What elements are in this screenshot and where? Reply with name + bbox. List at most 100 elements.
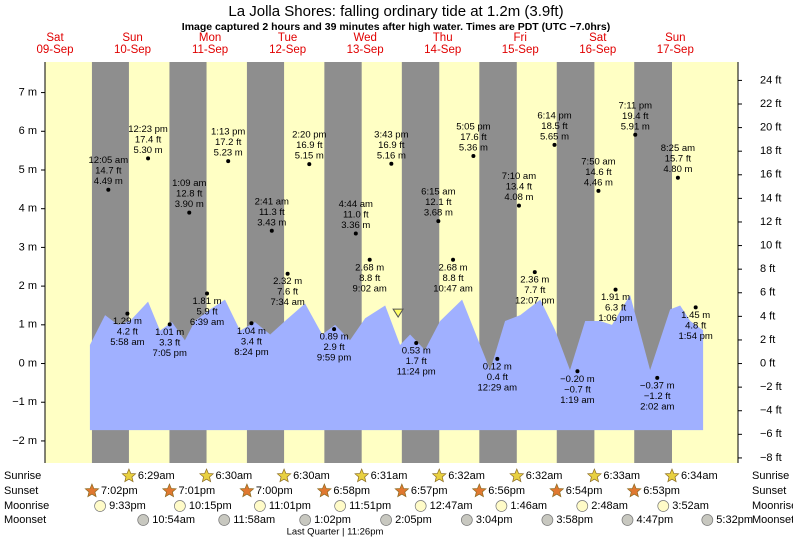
tide-event <box>226 159 231 164</box>
event-m: 5.91 m <box>621 121 650 132</box>
event-m: −0.20 m <box>560 374 595 385</box>
sunset-time: 6:57pm <box>411 485 448 497</box>
sunset-time: 7:00pm <box>256 485 293 497</box>
event-ft: 16.9 ft <box>378 140 405 151</box>
day-date: 14‑Sep <box>424 44 461 56</box>
day-name: Sat <box>46 32 64 44</box>
event-time: 7:10 am <box>502 171 536 182</box>
day-name: Sun <box>665 32 685 44</box>
sunrise-time: 6:30am <box>216 470 253 482</box>
tide-event <box>633 132 638 137</box>
y-tick-label: 6 m <box>19 125 37 137</box>
y-tick-label: 3 m <box>19 241 37 253</box>
y2-tick-label: 20 ft <box>760 122 781 134</box>
event-ft: 14.7 ft <box>95 166 122 177</box>
event-time: 6:14 pm <box>537 110 571 121</box>
event-ft: 17.4 ft <box>135 134 162 145</box>
y2-tick-label: 24 ft <box>760 74 781 86</box>
day-name: Wed <box>353 32 376 44</box>
tide-event <box>596 188 601 193</box>
sunrise-icon <box>276 468 292 483</box>
event-ft: 1.7 ft <box>406 356 427 367</box>
tide-event <box>552 142 557 147</box>
sunrise-time: 6:29am <box>138 470 175 482</box>
event-m: 2.36 m <box>520 275 549 286</box>
row-label: Moonrise <box>4 500 49 512</box>
day-name: Sat <box>589 32 607 44</box>
event-m: 4.08 m <box>504 192 533 203</box>
moonrise-icon <box>334 500 346 512</box>
y-tick-label: 0 m <box>19 357 37 369</box>
event-m: 1.29 m <box>113 316 142 327</box>
event-time: 5:05 pm <box>456 122 490 133</box>
sunset-icon <box>626 483 642 498</box>
event-time: 4:44 am <box>339 199 373 210</box>
sunrise-icon <box>509 468 525 483</box>
row-label: Sunset <box>4 485 38 497</box>
event-time: 8:25 am <box>661 143 695 154</box>
moonrise-icon <box>174 500 186 512</box>
sunrise-time: 6:33am <box>603 470 640 482</box>
moonset-icon <box>299 514 312 526</box>
event-time: 12:29 am <box>477 382 517 393</box>
event-ft: 6.3 ft <box>605 303 626 314</box>
event-time: 1:09 am <box>172 178 206 189</box>
tide-event <box>307 162 312 167</box>
event-ft: 12.8 ft <box>176 189 203 200</box>
day-date: 15‑Sep <box>502 44 539 56</box>
sunset-time: 7:02pm <box>101 485 138 497</box>
event-m: 5.65 m <box>540 131 569 142</box>
event-m: 5.16 m <box>377 150 406 161</box>
event-time: 11:24 pm <box>397 367 436 378</box>
event-m: 3.43 m <box>257 217 286 228</box>
event-ft: 5.9 ft <box>196 306 217 317</box>
event-ft: 18.5 ft <box>541 121 568 132</box>
y2-tick-label: 18 ft <box>760 145 781 157</box>
sunset-icon <box>161 483 177 498</box>
event-time: 12:05 am <box>89 155 129 166</box>
event-time: 7:34 am <box>270 297 304 308</box>
tide-event <box>269 228 274 233</box>
moonset-time: 3:04pm <box>476 514 513 526</box>
day-date: 12‑Sep <box>269 44 306 56</box>
moonrise-time: 11:51pm <box>349 500 391 512</box>
tide-event <box>655 375 660 380</box>
tide-event <box>532 270 537 275</box>
event-m: 5.23 m <box>214 148 243 159</box>
tide-event <box>575 369 580 374</box>
event-m: 5.30 m <box>134 145 163 156</box>
row-label: Moonset <box>4 514 46 526</box>
event-ft: 11.3 ft <box>259 207 285 218</box>
event-time: 7:05 pm <box>153 348 187 359</box>
row-label: Sunrise <box>752 470 789 482</box>
event-time: 2:41 am <box>255 196 289 207</box>
y2-tick-label: 2 ft <box>760 334 775 346</box>
moonrise-icon <box>94 500 106 512</box>
sunset-time: 6:54pm <box>566 485 603 497</box>
event-time: 6:15 am <box>421 187 455 198</box>
y2-tick-label: −4 ft <box>760 405 782 417</box>
event-time: 6:39 am <box>190 317 224 328</box>
event-time: 12:23 pm <box>128 124 168 135</box>
event-time: 10:47 am <box>433 283 473 294</box>
event-ft: 17.2 ft <box>215 137 242 148</box>
sunrise-time: 6:32am <box>448 470 485 482</box>
event-m: 4.49 m <box>94 176 123 187</box>
event-m: 1.81 m <box>192 296 221 307</box>
tide-event <box>332 327 337 332</box>
row-label: Moonset <box>752 514 793 526</box>
current-level <box>392 308 405 319</box>
day-date: 10‑Sep <box>114 44 151 56</box>
y-tick-label: −1 m <box>12 396 37 408</box>
moonset-time: 3:58pm <box>556 514 593 526</box>
event-time: 9:02 am <box>353 283 387 294</box>
day-date: 11‑Sep <box>192 44 228 56</box>
event-time: 12:07 pm <box>515 296 555 307</box>
event-m: 5.36 m <box>459 143 488 154</box>
moon-phase: Last Quarter | 11:26pm <box>287 527 384 538</box>
moonrise-time: 9:33pm <box>109 500 146 512</box>
moonset-time: 11:58am <box>233 514 275 526</box>
day-date: 17‑Sep <box>657 44 694 56</box>
y2-tick-label: 4 ft <box>760 310 775 322</box>
